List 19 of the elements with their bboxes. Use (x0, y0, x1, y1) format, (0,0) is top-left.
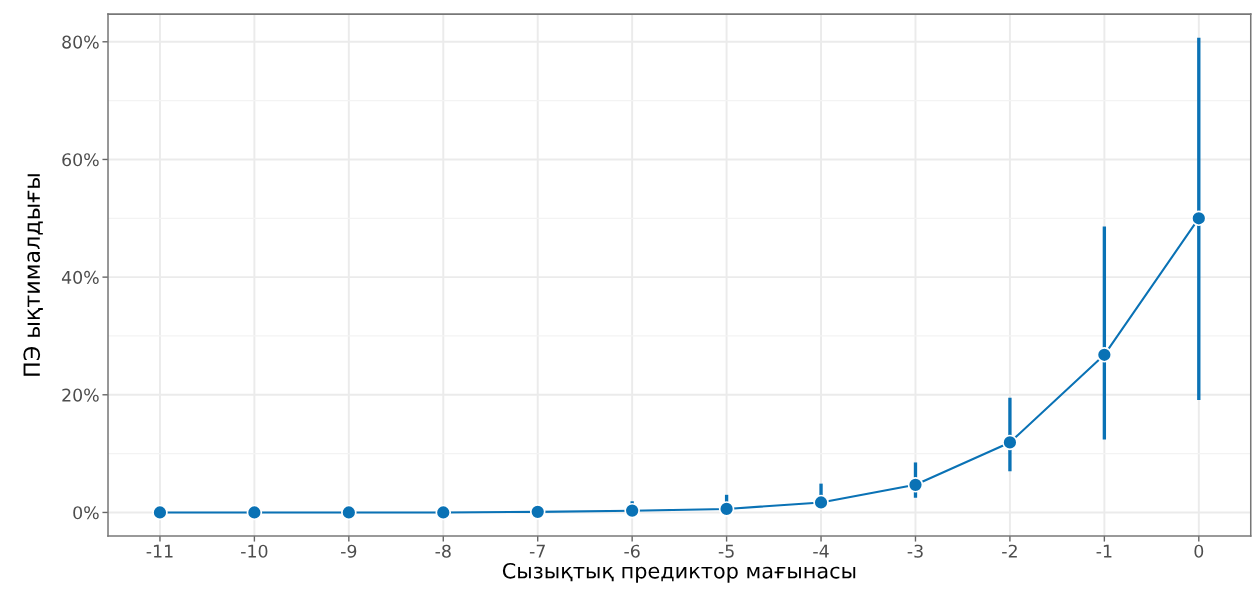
x-tick-label: -1 (1096, 544, 1112, 558)
x-tick-label: -4 (813, 544, 829, 558)
y-tick-label: 40% (61, 270, 99, 284)
x-tick-label: -2 (1002, 544, 1017, 558)
x-tick-label: -11 (146, 544, 173, 558)
x-tick-label: -7 (529, 544, 545, 558)
y-axis-title: ПЭ ықтималдығы (23, 174, 43, 376)
x-tick-label: -10 (241, 544, 268, 558)
x-axis-title: Сызықтық предиктор мағынасы (502, 562, 856, 583)
y-tick-label: 0% (73, 506, 99, 520)
x-tick-label: -8 (435, 544, 451, 558)
y-tick-label: 80% (62, 35, 99, 49)
y-tick-label: 60% (62, 153, 99, 167)
y-tick-label: 20% (62, 388, 99, 402)
x-tick-label: -9 (341, 544, 357, 558)
x-tick-label: -3 (907, 544, 923, 558)
x-tick-label: 0 (1194, 544, 1204, 558)
x-tick-label: -6 (624, 544, 640, 558)
x-tick-label: -5 (718, 544, 734, 558)
